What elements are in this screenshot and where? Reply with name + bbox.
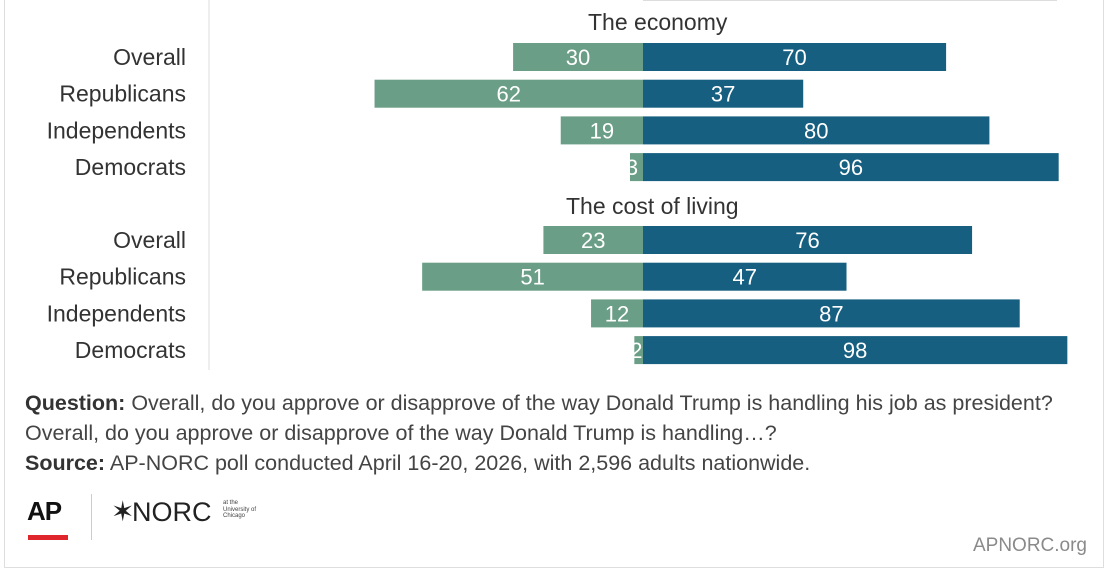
disapprove-bar bbox=[634, 336, 643, 365]
approve-bar bbox=[643, 299, 1020, 328]
approve-bar bbox=[643, 79, 804, 108]
panel-title: The cost of living bbox=[566, 193, 739, 219]
question-note: Question: Overall, do you approve or dis… bbox=[25, 388, 1100, 448]
disapprove-bar bbox=[543, 226, 643, 254]
approve-value-label: 98 bbox=[843, 338, 867, 363]
disapprove-value-label: 12 bbox=[605, 301, 629, 326]
disapprove-value-label: 62 bbox=[497, 82, 521, 107]
disapprove-bar bbox=[513, 43, 643, 71]
approve-value-label: 70 bbox=[782, 45, 806, 70]
disapprove-value-label: 23 bbox=[581, 228, 605, 253]
approve-bar bbox=[643, 43, 947, 71]
approve-bar bbox=[643, 262, 847, 291]
category-label: Republicans bbox=[59, 81, 186, 107]
category-label: Independents bbox=[47, 117, 186, 143]
disapprove-bar bbox=[630, 153, 643, 182]
norc-star-icon: ✶ bbox=[111, 496, 135, 527]
approve-bar bbox=[643, 226, 973, 254]
category-label: Independents bbox=[47, 300, 186, 326]
disapprove-bar bbox=[591, 299, 643, 328]
category-label: Overall bbox=[113, 44, 186, 70]
approve-bar bbox=[643, 116, 990, 145]
ap-logo: AP bbox=[27, 496, 62, 526]
approve-value-label: 80 bbox=[804, 118, 828, 143]
source-text: AP-NORC poll conducted April 16-20, 2026… bbox=[109, 451, 811, 475]
approve-value-label: 87 bbox=[819, 301, 843, 326]
approve-value-label: 47 bbox=[733, 265, 757, 290]
disapprove-value-label: 19 bbox=[590, 118, 614, 143]
source-note: Source: AP-NORC poll conducted April 16-… bbox=[25, 448, 1100, 478]
panel-title: The economy bbox=[588, 9, 728, 35]
chart-notes: Question: Overall, do you approve or dis… bbox=[25, 388, 1100, 478]
graphic-frame: The economy Overall 30 70 Republicans 62 37 Ind… bbox=[4, 0, 1104, 568]
norc-wordmark: NORC bbox=[132, 497, 212, 527]
disapprove-bar bbox=[422, 262, 643, 291]
question-label: Question: bbox=[25, 391, 126, 415]
approve-value-label: 96 bbox=[839, 155, 863, 180]
disapprove-value-label: 2 bbox=[630, 338, 642, 363]
source-url: APNORC.org bbox=[972, 535, 1087, 556]
question-text: Overall, do you approve or disapprove of… bbox=[25, 391, 1053, 445]
ap-logo-underline bbox=[28, 535, 68, 540]
category-label: Democrats bbox=[75, 337, 186, 363]
category-label: Democrats bbox=[75, 154, 186, 180]
disapprove-value-label: 30 bbox=[566, 45, 590, 70]
source-label: Source: bbox=[25, 451, 106, 475]
approve-bar bbox=[643, 336, 1068, 365]
norc-subtitle: at the University of Chicago bbox=[223, 500, 257, 519]
disapprove-value-label: 3 bbox=[626, 155, 638, 180]
approve-value-label: 37 bbox=[711, 82, 735, 107]
disapprove-value-label: 51 bbox=[520, 265, 544, 290]
approve-bar bbox=[643, 153, 1059, 182]
disapprove-bar bbox=[560, 116, 643, 145]
diverging-bar-chart: The economy Overall 30 70 Republicans 62 37 Ind… bbox=[47, 0, 1068, 370]
approve-value-label: 76 bbox=[795, 228, 819, 253]
disapprove-bar bbox=[374, 79, 643, 108]
category-label: Republicans bbox=[59, 264, 186, 290]
category-label: Overall bbox=[113, 227, 186, 253]
logo-divider bbox=[91, 494, 92, 540]
